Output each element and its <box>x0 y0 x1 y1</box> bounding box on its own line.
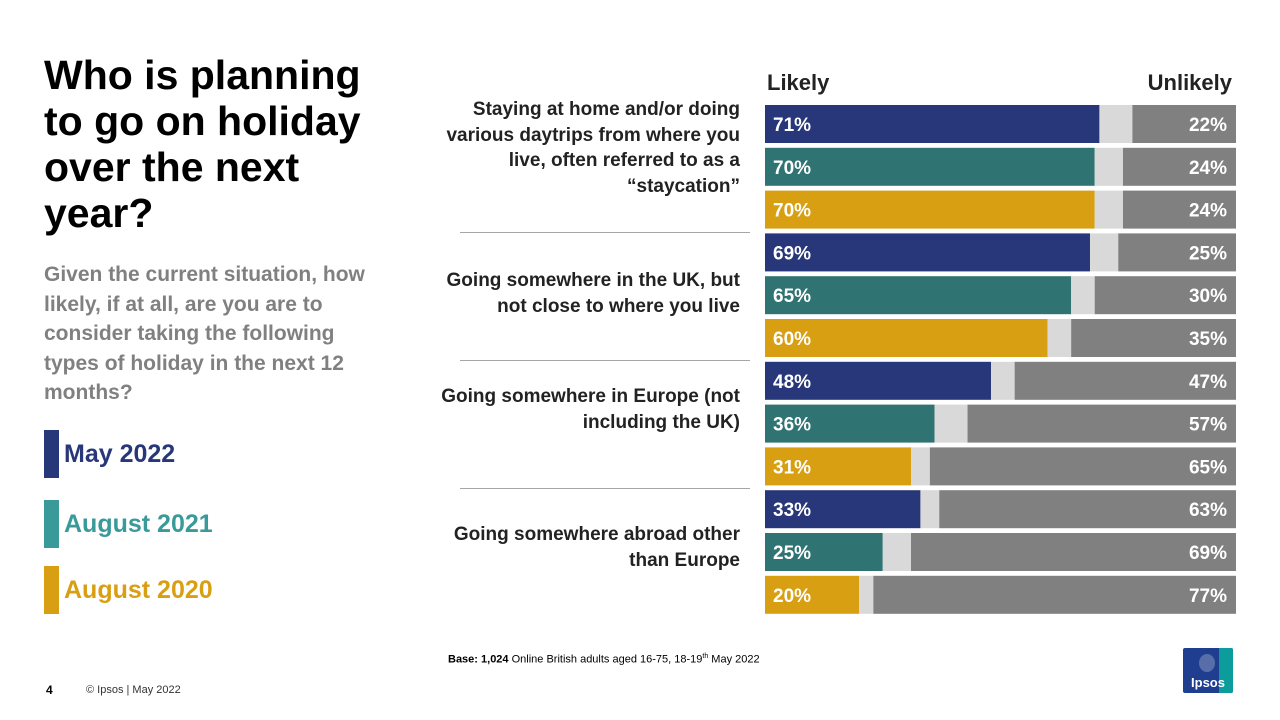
copyright: © Ipsos | May 2022 <box>86 684 181 696</box>
bar-unlikely-august-2020 <box>873 575 1236 614</box>
logo-text: Ipsos <box>1191 675 1225 690</box>
data-label-likely: 20% <box>773 586 811 607</box>
bar-dont-know-august-2021 <box>1094 147 1123 186</box>
bar-likely-august-2020 <box>765 575 860 614</box>
bar-likely-august-2021 <box>765 276 1072 315</box>
base-note-sup: th <box>702 653 709 660</box>
bar-dont-know-may-2022 <box>1099 105 1133 143</box>
bar-unlikely-august-2020 <box>1122 190 1236 229</box>
data-label-unlikely: 57% <box>1189 415 1227 436</box>
legend-swatch-may-2022 <box>44 430 59 478</box>
bar-likely-august-2021 <box>765 533 883 571</box>
data-label-unlikely: 47% <box>1189 372 1227 393</box>
bar-dont-know-august-2021 <box>1071 276 1095 315</box>
bar-unlikely-may-2022 <box>1014 361 1236 400</box>
base-note: Base: 1,024 Online British adults aged 1… <box>448 653 760 666</box>
data-label-likely: 60% <box>773 329 811 350</box>
data-label-unlikely: 35% <box>1189 329 1227 350</box>
bar-unlikely-august-2021 <box>911 533 1236 571</box>
data-label-likely: 36% <box>773 415 811 436</box>
bar-dont-know-august-2020 <box>1094 190 1123 229</box>
chart-header-likely: Likely <box>767 70 830 95</box>
group-label-europe: Going somewhere in Europe (not including… <box>441 386 740 433</box>
ipsos-logo: Ipsos <box>1183 648 1233 693</box>
base-note-bold: Base: 1,024 <box>448 653 509 666</box>
bar-likely-may-2022 <box>765 361 992 400</box>
bar-dont-know-may-2022 <box>991 361 1015 400</box>
data-label-likely: 70% <box>773 201 811 222</box>
data-label-likely: 33% <box>773 500 811 521</box>
bar-dont-know-august-2020 <box>911 447 930 486</box>
bar-likely-may-2022 <box>765 233 1090 272</box>
data-label-unlikely: 65% <box>1189 457 1227 478</box>
data-label-unlikely: 22% <box>1189 115 1227 136</box>
bar-unlikely-august-2021 <box>967 404 1236 443</box>
bar-dont-know-may-2022 <box>1089 233 1119 272</box>
legend-label-may-2022: May 2022 <box>64 440 176 468</box>
group-label-abroad: Going somewhere abroad other than Europe <box>453 524 740 571</box>
bar-likely-august-2021 <box>765 404 935 443</box>
bar-dont-know-august-2021 <box>882 533 912 571</box>
bar-likely-august-2020 <box>765 319 1048 357</box>
logo-band <box>1219 648 1233 693</box>
bar-dont-know-august-2020 <box>1047 319 1072 357</box>
data-label-unlikely: 63% <box>1189 500 1227 521</box>
group-divider <box>460 360 750 361</box>
bar-likely-may-2022 <box>765 105 1100 143</box>
bar-dont-know-august-2020 <box>859 575 874 614</box>
group-label-staycation: Staying at home and/or doing various day… <box>446 99 740 197</box>
base-note-tail: May 2022 <box>708 653 760 666</box>
base-note-text: Online British adults aged 16-75, 18-19 <box>508 653 703 666</box>
data-label-unlikely: 25% <box>1189 243 1227 264</box>
bar-likely-august-2021 <box>765 147 1095 186</box>
legend-label-august-2021: August 2021 <box>64 510 213 538</box>
legend-label-august-2020: August 2020 <box>64 576 213 604</box>
bar-dont-know-may-2022 <box>920 490 940 529</box>
data-label-unlikely: 24% <box>1189 201 1227 222</box>
data-label-likely: 65% <box>773 286 811 307</box>
data-label-likely: 69% <box>773 243 811 264</box>
page-title: Who is planning to go on holiday over th… <box>44 52 361 236</box>
chart-header-unlikely: Unlikely <box>1147 70 1232 95</box>
data-label-unlikely: 24% <box>1189 158 1227 179</box>
group-label-uk: Going somewhere in the UK, but not close… <box>446 270 740 317</box>
bar-unlikely-may-2022 <box>939 490 1236 529</box>
page-number: 4 <box>46 683 53 697</box>
page-subtitle: Given the current situation, how likely,… <box>44 263 365 404</box>
bar-unlikely-august-2021 <box>1122 147 1236 186</box>
legend-swatch-august-2021 <box>44 500 59 548</box>
data-label-likely: 25% <box>773 543 811 564</box>
bar-unlikely-may-2022 <box>1118 233 1236 272</box>
data-label-likely: 71% <box>773 115 811 136</box>
bar-unlikely-august-2020 <box>1071 319 1236 357</box>
legend-swatch-august-2020 <box>44 566 59 614</box>
bar-unlikely-may-2022 <box>1132 105 1236 143</box>
data-label-unlikely: 30% <box>1189 286 1227 307</box>
bar-dont-know-august-2021 <box>934 404 968 443</box>
bar-likely-august-2020 <box>765 447 912 486</box>
bar-unlikely-august-2021 <box>1094 276 1236 315</box>
data-label-likely: 48% <box>773 372 811 393</box>
bar-likely-may-2022 <box>765 490 921 529</box>
data-label-unlikely: 69% <box>1189 543 1227 564</box>
bar-likely-august-2020 <box>765 190 1095 229</box>
logo-bubble-icon <box>1199 654 1215 672</box>
data-label-likely: 31% <box>773 457 811 478</box>
group-divider <box>460 488 750 489</box>
data-label-likely: 70% <box>773 158 811 179</box>
bar-unlikely-august-2020 <box>929 447 1236 486</box>
data-label-unlikely: 77% <box>1189 586 1227 607</box>
group-divider <box>460 232 750 233</box>
